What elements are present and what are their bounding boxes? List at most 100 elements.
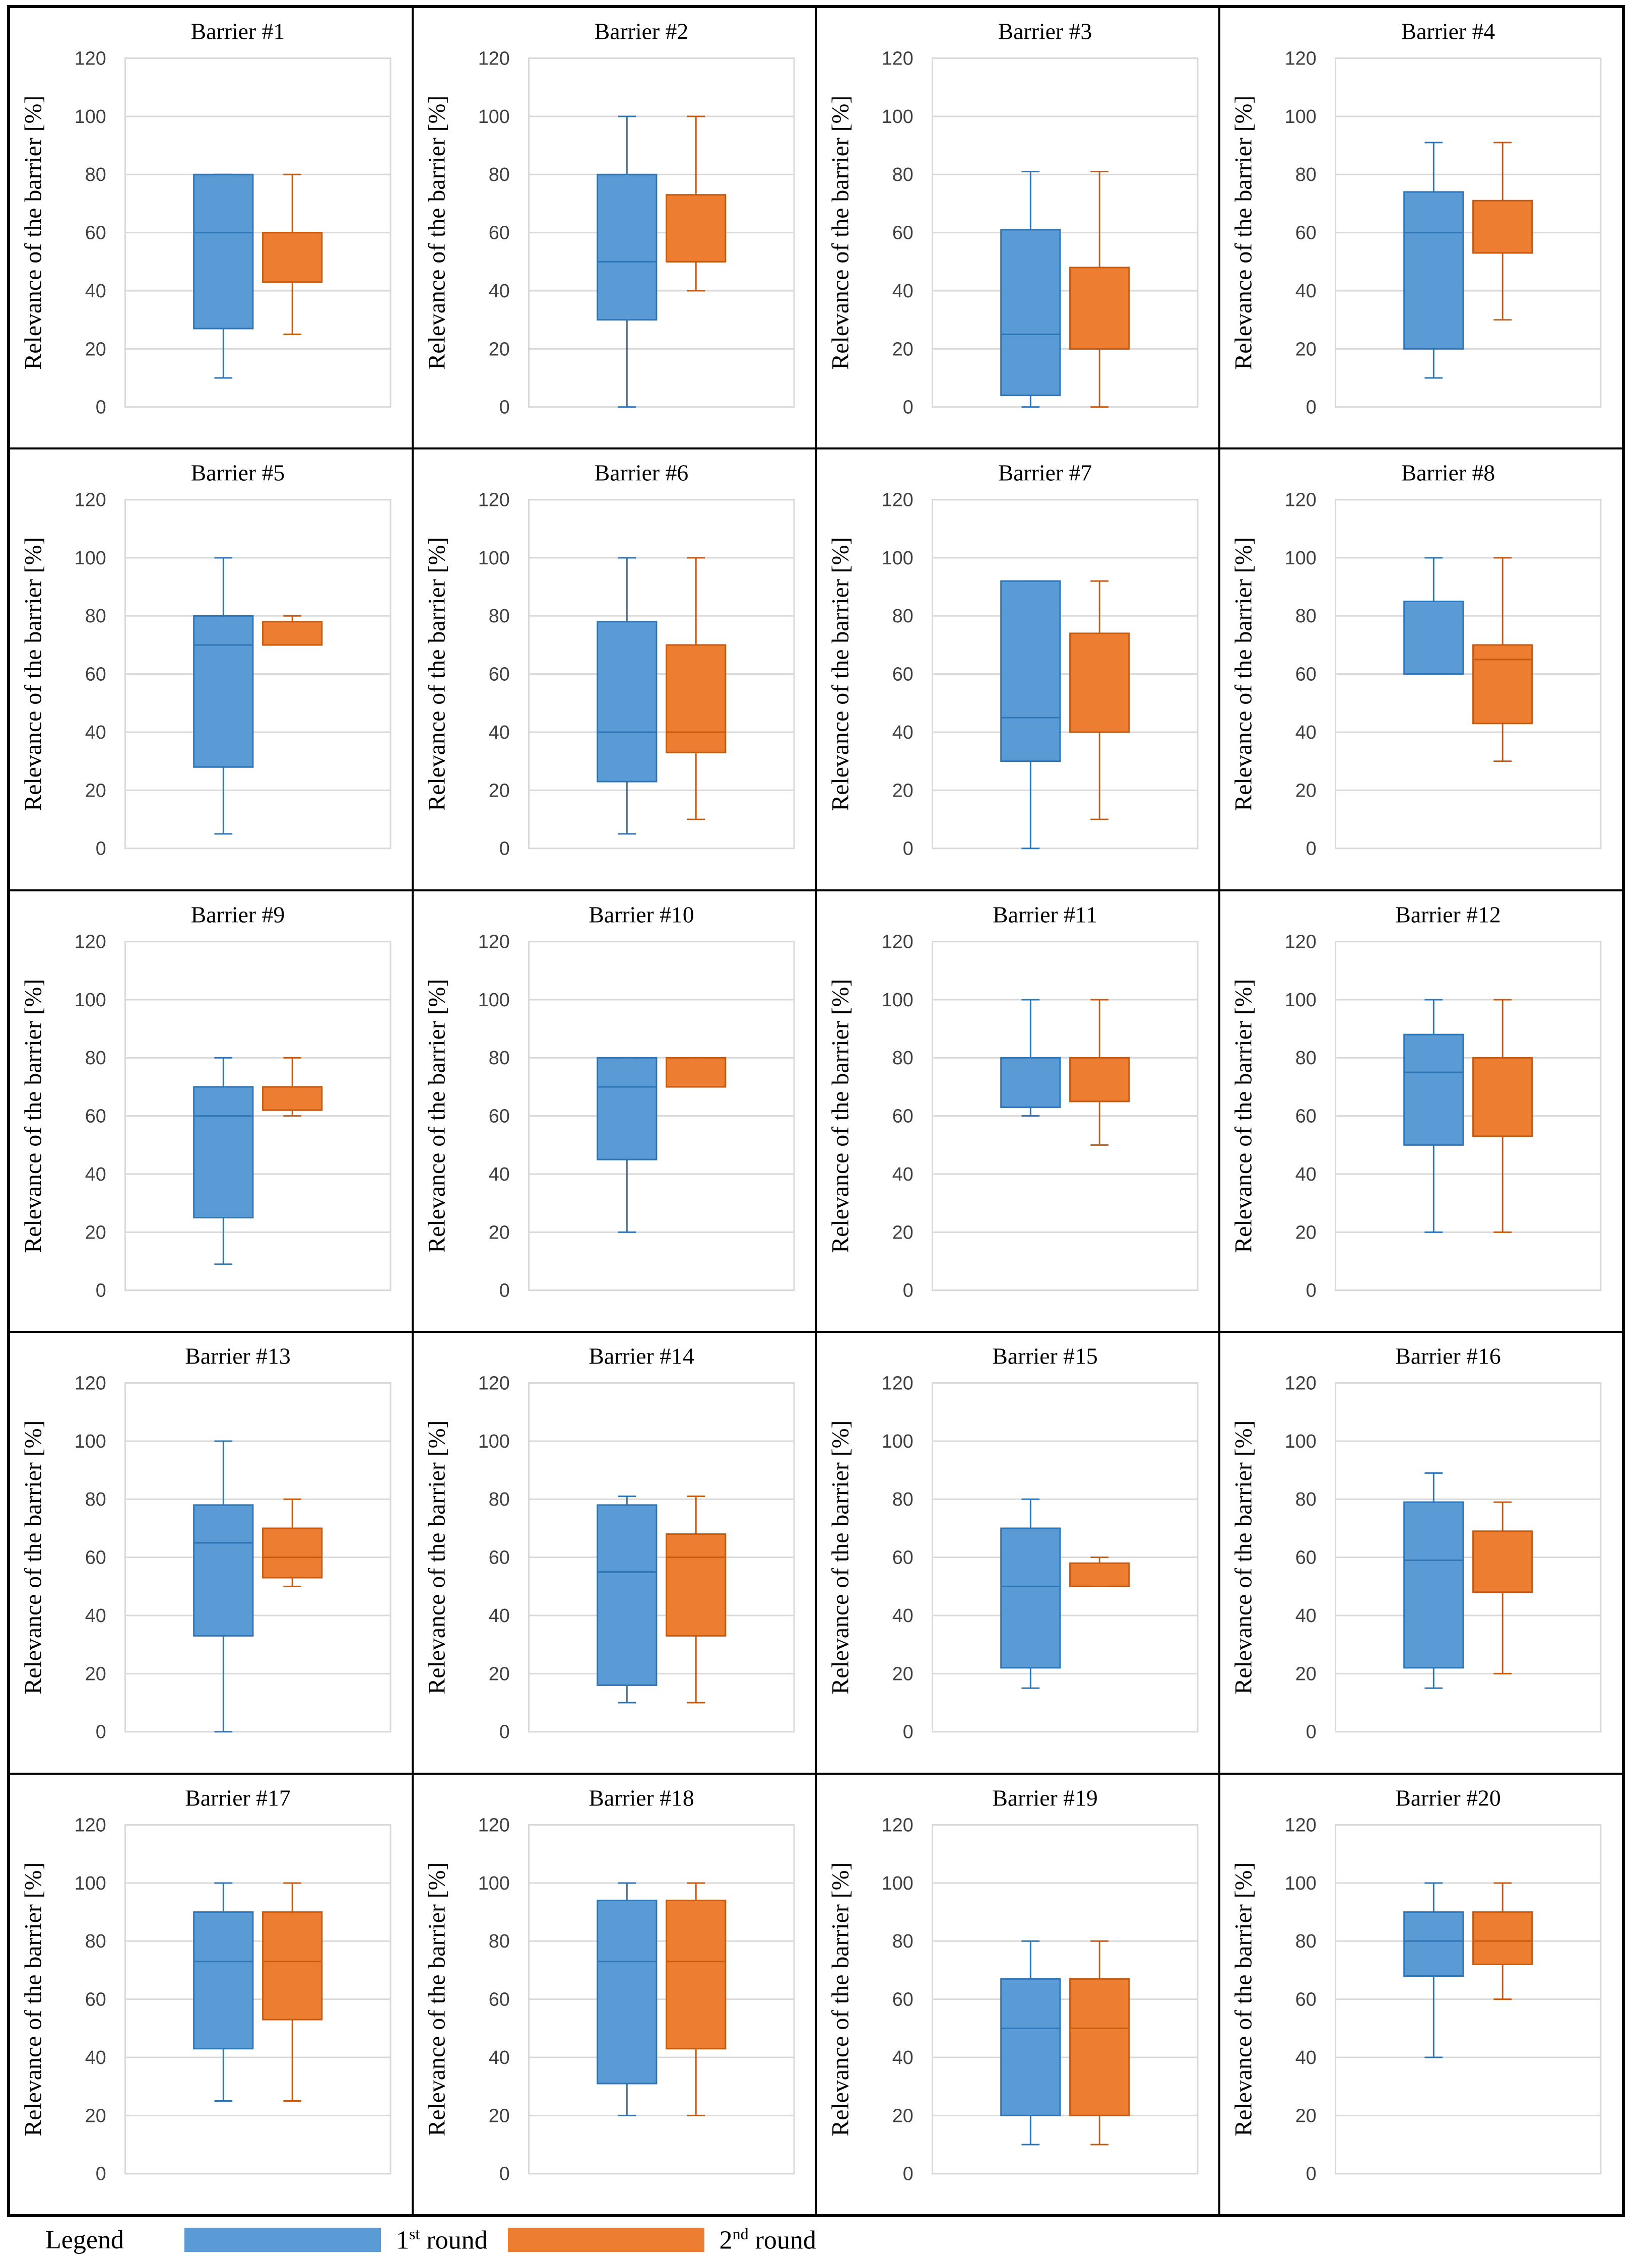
box-1st-round [596, 557, 658, 835]
chart-title: Barrier #13 [185, 1343, 290, 1369]
chart-title: Barrier #14 [589, 1343, 694, 1369]
y-tick-label: 80 [85, 164, 106, 185]
legend-item-1st-round: 1st round [184, 2225, 488, 2255]
y-tick-label: 20 [489, 2105, 510, 2126]
y-tick-label: 20 [1295, 1663, 1317, 1684]
chart-svg-13: Barrier #13 Relevance of the barrier [%] 0… [20, 1343, 391, 1743]
y-tick-label: 120 [75, 490, 106, 511]
y-tick-label: 60 [892, 664, 913, 685]
legend-label-2nd-round: 2nd round [719, 2224, 816, 2255]
box-1st-round [193, 1882, 254, 2102]
y-tick-label: 120 [1285, 1373, 1317, 1394]
box-iqr [262, 232, 323, 283]
box-1st-round [1000, 999, 1061, 1117]
chart-svg-4: Barrier #4 Relevance of the barrier [%] 0 2… [1230, 19, 1602, 418]
y-tick-label: 40 [1295, 1164, 1317, 1185]
y-tick-label: 60 [85, 223, 106, 244]
y-tick-label: 100 [478, 1872, 510, 1894]
y-tick-label: 20 [85, 781, 106, 802]
y-tick-label: 20 [892, 1222, 913, 1243]
box-2nd-round [1472, 999, 1533, 1233]
y-axis-label: Relevance of the barrier [%] [1230, 1420, 1257, 1695]
y-tick-label: 0 [96, 1722, 106, 1743]
y-tick-label: 20 [892, 781, 913, 802]
y-axis-label: Relevance of the barrier [%] [423, 537, 450, 811]
y-tick-label: 40 [1295, 2047, 1317, 2068]
box-2nd-round [262, 615, 323, 646]
y-tick-label: 60 [489, 1547, 510, 1569]
box-1st-round [193, 173, 254, 379]
legend-swatch-2nd-round [507, 2227, 704, 2252]
chart-barrier-13: Barrier #13 Relevance of the barrier [%] 0… [9, 1332, 413, 1774]
y-tick-label: 20 [489, 339, 510, 360]
y-axis-label: Relevance of the barrier [%] [423, 979, 450, 1253]
y-tick-label: 20 [85, 339, 106, 360]
box-2nd-round [262, 1057, 323, 1117]
y-tick-label: 60 [85, 1106, 106, 1127]
y-tick-label: 20 [85, 1663, 106, 1684]
box-iqr [1403, 1033, 1464, 1146]
y-tick-label: 120 [881, 490, 913, 511]
chart-barrier-7: Barrier #7 Relevance of the barrier [%] 0 2… [816, 448, 1220, 890]
y-tick-label: 80 [892, 606, 913, 627]
box-iqr [1472, 1530, 1533, 1593]
y-tick-label: 100 [478, 990, 510, 1011]
y-tick-label: 120 [881, 48, 913, 69]
box-2nd-round [1472, 1501, 1533, 1675]
y-tick-label: 120 [75, 1815, 106, 1836]
box-iqr [1069, 632, 1130, 733]
y-tick-label: 80 [489, 1489, 510, 1510]
y-tick-label: 0 [499, 1280, 510, 1301]
legend: Legend 1st round 2nd round [45, 2220, 836, 2260]
y-tick-label: 100 [1285, 1872, 1317, 1894]
chart-svg-12: Barrier #12 Relevance of the barrier [%] 0… [1230, 901, 1602, 1301]
y-tick-label: 20 [892, 339, 913, 360]
box-2nd-round [665, 1882, 727, 2116]
y-tick-label: 120 [881, 1373, 913, 1394]
y-tick-label: 20 [1295, 781, 1317, 802]
y-tick-label: 40 [892, 722, 913, 743]
chart-barrier-17: Barrier #17 Relevance of the barrier [%] 0… [9, 1773, 413, 2215]
y-axis-label: Relevance of the barrier [%] [1230, 537, 1257, 811]
y-tick-label: 40 [1295, 1605, 1317, 1627]
y-tick-label: 100 [881, 1431, 913, 1452]
box-iqr [193, 1911, 254, 2049]
y-tick-label: 100 [1285, 1431, 1317, 1452]
y-tick-label: 20 [85, 2105, 106, 2126]
y-tick-label: 40 [1295, 281, 1317, 302]
y-tick-label: 0 [96, 838, 106, 860]
y-tick-label: 80 [85, 606, 106, 627]
y-tick-label: 60 [892, 223, 913, 244]
y-tick-label: 100 [478, 1431, 510, 1452]
y-tick-label: 0 [902, 838, 913, 860]
chart-title: Barrier #12 [1396, 901, 1501, 927]
box-2nd-round [665, 1496, 727, 1704]
box-iqr [1403, 191, 1464, 350]
chart-svg-17: Barrier #17 Relevance of the barrier [%] 0… [20, 1785, 391, 2184]
chart-title: Barrier #9 [191, 901, 285, 927]
y-tick-label: 40 [1295, 722, 1317, 743]
y-tick-label: 0 [1306, 397, 1317, 418]
y-tick-label: 80 [892, 1931, 913, 1952]
y-tick-label: 40 [85, 281, 106, 302]
box-iqr [193, 1504, 254, 1637]
y-tick-label: 0 [902, 2163, 913, 2184]
box-iqr [596, 1057, 658, 1160]
y-tick-label: 40 [489, 2047, 510, 2068]
box-iqr [665, 644, 727, 754]
chart-title: Barrier #19 [992, 1785, 1097, 1810]
y-tick-label: 80 [489, 1048, 510, 1069]
y-tick-label: 40 [85, 722, 106, 743]
y-tick-label: 120 [478, 931, 510, 952]
y-tick-label: 80 [85, 1931, 106, 1952]
box-iqr [1472, 200, 1533, 254]
y-tick-label: 20 [892, 1663, 913, 1684]
y-tick-label: 0 [1306, 1722, 1317, 1743]
chart-barrier-6: Barrier #6 Relevance of the barrier [%] 0 2… [412, 448, 816, 890]
chart-svg-9: Barrier #9 Relevance of the barrier [%] 0 2… [20, 901, 391, 1301]
chart-svg-7: Barrier #7 Relevance of the barrier [%] 0 2… [827, 460, 1199, 860]
chart-svg-1: Barrier #1 Relevance of the barrier [%] 0 2… [20, 19, 391, 418]
chart-title: Barrier #7 [998, 460, 1092, 486]
y-tick-label: 120 [1285, 931, 1317, 952]
box-iqr [1000, 1978, 1061, 2116]
